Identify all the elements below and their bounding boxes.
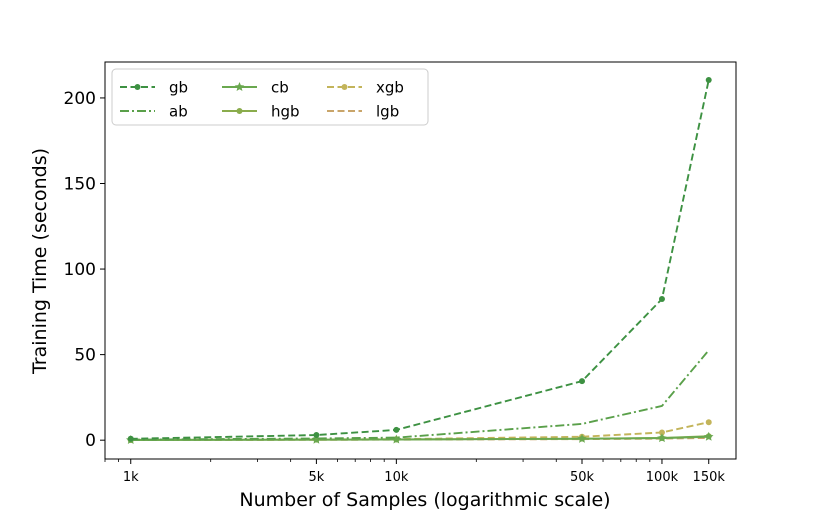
- data-point-xgb: [658, 429, 665, 436]
- series-line-gb: [130, 79, 710, 440]
- series-gb: [127, 76, 712, 442]
- x-tick-label: 1k: [123, 470, 139, 485]
- y-tick-label: 100: [64, 260, 96, 280]
- data-point-gb: [127, 435, 134, 442]
- legend-item-lgb: lgb: [327, 103, 399, 121]
- x-axis-label: Number of Samples (logarithmic scale): [239, 489, 610, 511]
- legend-marker-cb: [234, 82, 245, 92]
- data-point-cb: [703, 431, 714, 441]
- y-tick-label: 150: [64, 174, 96, 194]
- legend-marker-hgb: [236, 108, 243, 114]
- data-point-gb: [658, 296, 665, 303]
- y-axis: 0 50 100 150 200: [64, 89, 105, 451]
- x-tick-label: 10k: [384, 470, 409, 485]
- series-line-cb: [130, 435, 709, 441]
- series-line-ab: [130, 349, 710, 441]
- legend-label-gb: gb: [169, 79, 188, 97]
- series-cb: [125, 431, 714, 445]
- x-tick-label: 150k: [693, 470, 726, 485]
- data-point-cb: [311, 434, 322, 444]
- legend-item-xgb: xgb: [327, 79, 404, 97]
- data-point-cb: [657, 433, 667, 443]
- series-line-xgb: [130, 421, 709, 441]
- legend-marker-xgb: [341, 84, 348, 90]
- data-point-xgb: [705, 419, 712, 426]
- data-point-gb: [393, 426, 400, 433]
- x-axis: 1k 5k 10k 50k 100k 150k: [123, 459, 726, 485]
- legend-label-hgb: hgb: [271, 103, 300, 121]
- x-minor-ticks: [104, 459, 651, 462]
- legend-label-xgb: xgb: [376, 79, 404, 97]
- data-point-cb: [577, 433, 587, 443]
- x-tick-label: 100k: [646, 470, 679, 485]
- legend-marker-gb: [134, 84, 141, 90]
- x-tick-label: 5k: [308, 470, 324, 485]
- legend-label-cb: cb: [271, 79, 289, 97]
- legend-label-ab: ab: [169, 103, 188, 121]
- y-tick-label: 0: [85, 431, 96, 451]
- y-tick-label: 50: [74, 346, 96, 366]
- x-tick-label: 50k: [570, 470, 595, 485]
- series-layer: [125, 76, 714, 445]
- data-point-gb: [579, 378, 586, 385]
- legend-item-cb: cb: [222, 79, 289, 97]
- legend-label-lgb: lgb: [376, 103, 399, 121]
- legend: gb ab cb hgb xgb lgb: [111, 68, 429, 126]
- data-point-gb: [705, 76, 712, 83]
- y-axis-label: Training Time (seconds): [29, 148, 51, 375]
- data-point-cb: [391, 434, 402, 444]
- series-ab: [130, 349, 710, 441]
- legend-item-gb: gb: [120, 79, 188, 97]
- legend-item-hgb: hgb: [222, 103, 300, 121]
- y-tick-label: 200: [64, 89, 96, 109]
- legend-item-ab: ab: [120, 103, 188, 121]
- data-point-gb: [313, 432, 320, 439]
- plot-area: [104, 61, 737, 460]
